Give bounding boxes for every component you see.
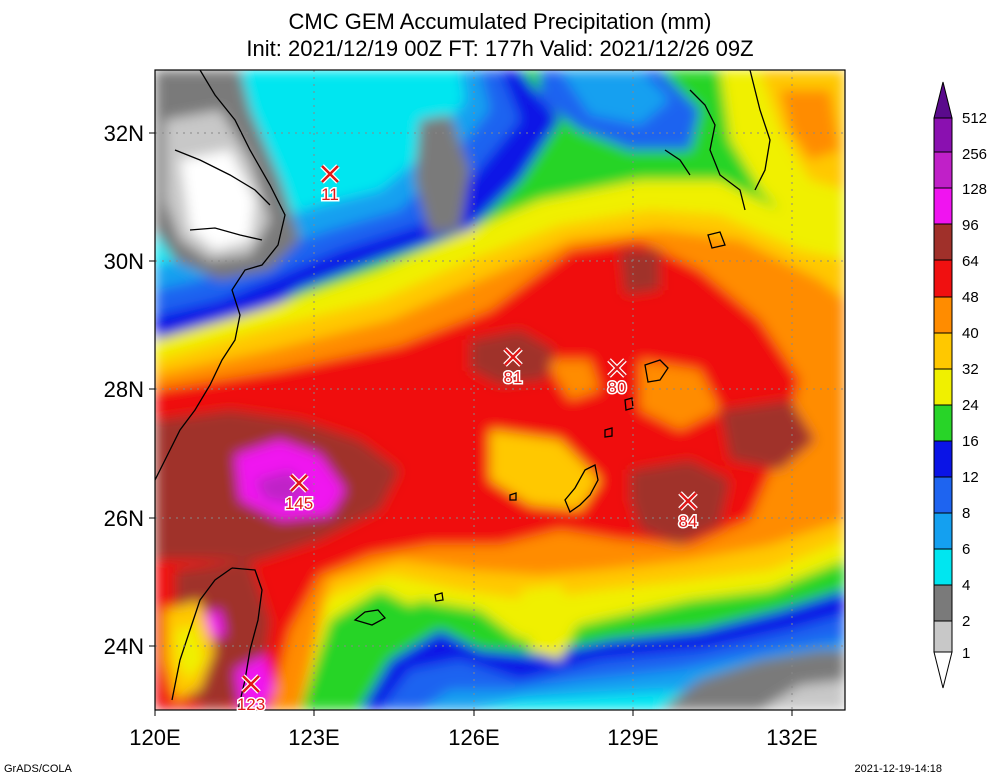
marker-label-145: 145: [285, 494, 313, 513]
lat-label-30n: 30N: [104, 249, 144, 274]
lon-label-126e: 126E: [448, 725, 499, 750]
lon-label-120e: 120E: [129, 725, 180, 750]
marker-label-11: 11: [321, 185, 339, 204]
chart-subtitle: Init: 2021/12/19 00Z FT: 177h Valid: 202…: [246, 36, 754, 61]
marker-145: 145: [283, 473, 315, 515]
colorbar-label: 48: [962, 289, 979, 306]
colorbar-label: 24: [962, 397, 979, 414]
colorbar-bottom-arrow: [933, 651, 953, 689]
colorbar-label: 32: [962, 361, 979, 378]
marker-80: 80: [606, 358, 628, 399]
marker-123: 123: [235, 674, 267, 716]
colorbar-label: 40: [962, 325, 979, 342]
colorbar-label: 1: [962, 645, 970, 662]
colorbar-label: 6: [962, 541, 970, 558]
chart-title: CMC GEM Accumulated Precipitation (mm): [288, 9, 712, 34]
precipitation-field: [155, 70, 845, 710]
marker-11: 11: [320, 164, 340, 206]
lat-label-26n: 26N: [104, 506, 144, 531]
lat-label-24n: 24N: [104, 634, 144, 659]
marker-label-123: 123: [237, 695, 265, 714]
marker-label-81: 81: [504, 368, 523, 387]
lon-label-129e: 129E: [607, 725, 658, 750]
marker-label-80: 80: [608, 378, 627, 397]
max-markers: 11 81 80 145 84 123: [235, 164, 699, 716]
axis-ticks: [149, 132, 793, 716]
footer-timestamp: 2021-12-19-14:18: [854, 763, 942, 775]
colorbar-label: 12: [962, 469, 979, 486]
colorbar-label: 4: [962, 577, 970, 594]
colorbar: [933, 81, 953, 689]
colorbar-label: 256: [962, 146, 987, 163]
colorbar-label: 2: [962, 613, 970, 630]
colorbar-label: 16: [962, 433, 979, 450]
colorbar-label: 512: [962, 110, 987, 127]
marker-81: 81: [502, 347, 524, 389]
lat-label-32n: 32N: [104, 121, 144, 146]
colorbar-top-arrow: [933, 81, 953, 119]
colorbar-label: 8: [962, 505, 970, 522]
marker-84: 84: [677, 491, 699, 533]
lat-label-28n: 28N: [104, 377, 144, 402]
colorbar-label: 96: [962, 217, 979, 234]
map-frame: [154, 69, 846, 711]
lon-label-123e: 123E: [288, 725, 339, 750]
colorbar-label: 64: [962, 253, 979, 270]
lon-label-132e: 132E: [766, 725, 817, 750]
colorbar-label: 128: [962, 181, 987, 198]
footer-credit: GrADS/COLA: [4, 763, 72, 775]
graticule: [155, 70, 845, 710]
marker-label-84: 84: [679, 512, 698, 531]
colorbar-labels: 512 256 128 96 64 48 40 32 24 16 12 8 6 …: [962, 110, 987, 662]
